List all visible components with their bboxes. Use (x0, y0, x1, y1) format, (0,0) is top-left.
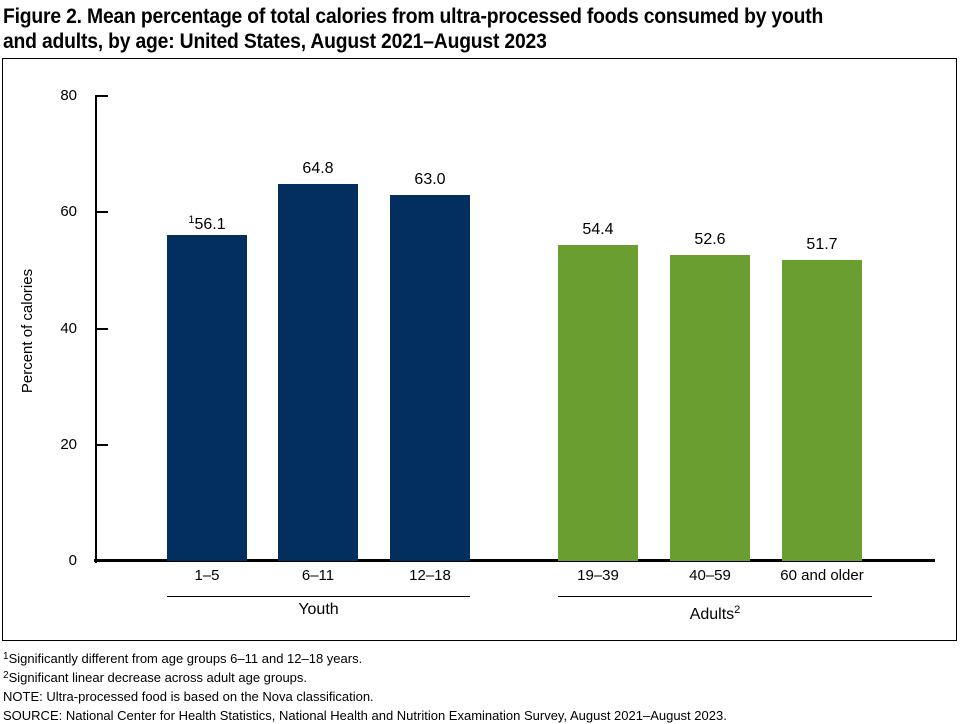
bar-value-label: 63.0 (414, 170, 446, 188)
footnote-marker: 2 (3, 670, 9, 681)
y-tick-label: 20 (60, 435, 77, 453)
footnote-marker: 1 (3, 651, 9, 662)
y-axis-tick (95, 211, 108, 214)
footnote-text: NOTE: Ultra-processed food is based on t… (3, 689, 374, 704)
bar-1-5 (167, 234, 247, 561)
y-axis-line (95, 96, 97, 563)
y-tick-label: 0 (68, 552, 77, 569)
footnotes: 1Significantly different from age groups… (3, 648, 727, 724)
bar-value-label: 51.7 (806, 236, 838, 254)
value-footnote-marker: 1 (188, 213, 195, 226)
axis-category-label: 12–18 (409, 567, 451, 584)
bar-60-and-older (782, 260, 862, 561)
bar-12-18 (390, 194, 470, 561)
bar-19-39 (558, 244, 638, 561)
plot-area: Percent of calories 0 20 40 60 80 156.1 1–5 64.… (2, 58, 957, 641)
figure-title-line-1: Figure 2. Mean percentage of total calor… (3, 5, 824, 28)
y-axis-tick (95, 95, 108, 97)
figure-title: Figure 2. Mean percentage of total calor… (3, 4, 960, 54)
footnote-line-2: 2Significant linear decrease across adul… (3, 667, 727, 686)
footnote-text: SOURCE: National Center for Health Stati… (3, 708, 727, 723)
bar-6-11 (278, 184, 358, 561)
footnote-line-4: SOURCE: National Center for Health Stati… (3, 705, 727, 724)
x-axis-baseline (94, 559, 935, 562)
group-underline-adults (558, 596, 872, 597)
group-label-youth: Youth (298, 601, 339, 618)
footnote-line-3: NOTE: Ultra-processed food is based on t… (3, 686, 727, 705)
footnote-line-1: 1Significantly different from age groups… (3, 648, 727, 667)
footnote-text: Significant linear decrease across adult… (8, 670, 308, 685)
bar-value-label: 156.1 (188, 213, 226, 233)
bar-value-label: 54.4 (582, 220, 614, 238)
bar-value-label: 64.8 (302, 160, 334, 178)
axis-category-label: 60 and older (780, 567, 864, 584)
group-underline-youth (167, 596, 470, 597)
axis-category-label: 40–59 (689, 567, 731, 584)
group-footnote-marker: 2 (734, 604, 741, 616)
footnote-text: Significantly different from age groups … (8, 651, 363, 666)
axis-category-label: 19–39 (577, 567, 619, 584)
y-tick-label: 40 (60, 319, 77, 337)
axis-category-label: 6–11 (301, 567, 335, 584)
group-label-adults: Adults2 (689, 604, 741, 623)
y-tick-label: 80 (60, 87, 77, 104)
bar-40-59 (670, 255, 750, 561)
y-axis-tick (95, 443, 108, 446)
figure-title-line-2: and adults, by age: United States, Augus… (3, 30, 547, 53)
bar-value-label: 52.6 (694, 231, 726, 249)
axis-category-label: 1–5 (194, 567, 220, 584)
y-tick-label: 60 (60, 203, 77, 221)
y-axis-tick (95, 327, 108, 330)
